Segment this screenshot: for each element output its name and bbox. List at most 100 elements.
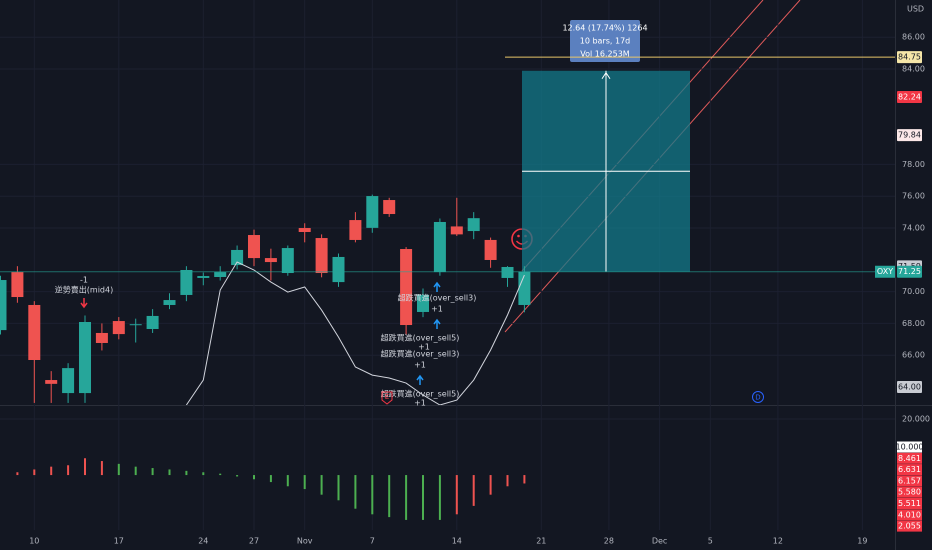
x-tick-label: 12: [773, 537, 783, 546]
candle-body: [45, 380, 58, 384]
histogram-bar: [506, 475, 509, 487]
histogram-bar: [168, 469, 171, 476]
buy-arrow: [433, 281, 441, 292]
indicator-badge: [897, 509, 922, 521]
sell-arrow: [80, 298, 88, 309]
histogram-bar: [219, 473, 222, 476]
x-tick-label: 5: [708, 537, 713, 546]
annotation: 超跌買進(over_sell5): [381, 389, 460, 399]
histogram-bar: [151, 468, 154, 476]
annotation: +1: [414, 361, 426, 370]
x-tick-label: 7: [370, 537, 375, 546]
price-badge: [897, 129, 922, 142]
annotation: 超跌買進(over_sell3): [398, 293, 477, 303]
annotation: +1: [431, 305, 443, 314]
x-tick-label: 10: [29, 537, 39, 546]
candle-body: [315, 238, 328, 274]
buy-arrow: [416, 374, 424, 385]
candle-body: [28, 304, 41, 360]
histogram-bar: [438, 475, 441, 520]
indicator-badge: [897, 486, 922, 498]
histogram-bar: [286, 475, 289, 487]
symbol-tag: [875, 265, 895, 278]
y-tick-label: 66.00: [902, 351, 925, 360]
currency: USD: [907, 5, 924, 14]
indicator-badge: [897, 520, 922, 532]
earnings-text: E: [385, 393, 389, 401]
measure-text: 12.64 (17.74%) 1264: [562, 24, 647, 33]
histogram-bar: [269, 475, 272, 483]
candle-body: [62, 368, 75, 394]
annotation: 超跌買進(over_sell3): [381, 349, 460, 359]
price-badge-text: 71.25: [898, 267, 921, 276]
histogram-bar: [422, 475, 424, 520]
measure-text: Vol 16.253M: [580, 50, 630, 59]
histogram-bar: [371, 475, 374, 515]
indicator-badge-text: 5.511: [898, 499, 921, 508]
histogram-bar: [202, 472, 205, 476]
indicator-badge: [897, 475, 922, 487]
y-tick-label: 68.00: [902, 319, 925, 328]
annotation: +1: [418, 343, 430, 352]
candle-body: [248, 235, 260, 259]
indicator-badge-text: 8.461: [898, 454, 921, 463]
candle-body: [264, 258, 277, 263]
histogram-bar: [50, 466, 53, 476]
dividend-marker: [752, 391, 764, 403]
histogram-bar: [84, 458, 86, 476]
dividend-text: D: [755, 394, 760, 402]
buy-arrow: [433, 318, 441, 329]
candle-body: [332, 256, 345, 283]
x-tick-label: 27: [249, 537, 259, 546]
x-tick-label: Dec: [652, 537, 667, 546]
annotation: +1: [414, 399, 426, 408]
price-badge-text: 79.84: [898, 131, 921, 140]
indicator-badge-text: 4.010: [898, 510, 921, 519]
annotation: 超跌買進(over_sell5): [381, 333, 460, 343]
candle-body: [11, 272, 24, 298]
candle-body: [433, 221, 446, 273]
histogram-bar: [354, 475, 357, 509]
price-badge-text: 64.00: [898, 383, 921, 392]
candle-body: [501, 266, 514, 278]
price-badge: [897, 51, 922, 64]
x-tick-label: 19: [857, 537, 867, 546]
histogram-bar: [117, 463, 120, 476]
histogram-bar: [67, 465, 70, 476]
histogram-bar: [523, 475, 526, 484]
histogram-bar: [405, 475, 408, 520]
price-badge-text: 82.24: [898, 92, 921, 101]
histogram-bar: [303, 475, 306, 490]
candle-body: [180, 270, 193, 295]
histogram-bar: [455, 475, 458, 515]
candle-body: [197, 276, 210, 278]
histogram-bar: [33, 469, 36, 476]
candle-body: [366, 196, 379, 228]
candle-body: [518, 271, 531, 305]
candle-body: [79, 321, 91, 394]
measure-arrow: [601, 71, 611, 80]
candle-body: [146, 315, 159, 329]
candle-body: [484, 239, 497, 260]
histogram-bar: [489, 475, 492, 495]
candle-body: [281, 248, 294, 274]
x-tick-label: Nov: [297, 537, 313, 546]
y-tick-label: 84.00: [902, 65, 925, 74]
y-tick-label: 70.00: [902, 287, 925, 296]
measure-tooltip: [570, 20, 640, 62]
candle-body: [450, 226, 463, 235]
histogram-bar: [134, 466, 137, 476]
indicator-badge-text: 6.157: [898, 476, 921, 485]
indicator-badge: [897, 498, 922, 509]
y-tick-label: 76.00: [902, 192, 925, 201]
x-tick-label: 28: [604, 537, 614, 546]
y-tick-label: 20.000: [902, 415, 930, 424]
candle-body: [400, 249, 413, 326]
indicator-badge-text: 6.631: [898, 465, 921, 474]
candle-body: [0, 280, 7, 331]
indicator-badge: [897, 452, 922, 464]
histogram-bar: [253, 475, 255, 480]
x-tick-label: 21: [536, 537, 546, 546]
